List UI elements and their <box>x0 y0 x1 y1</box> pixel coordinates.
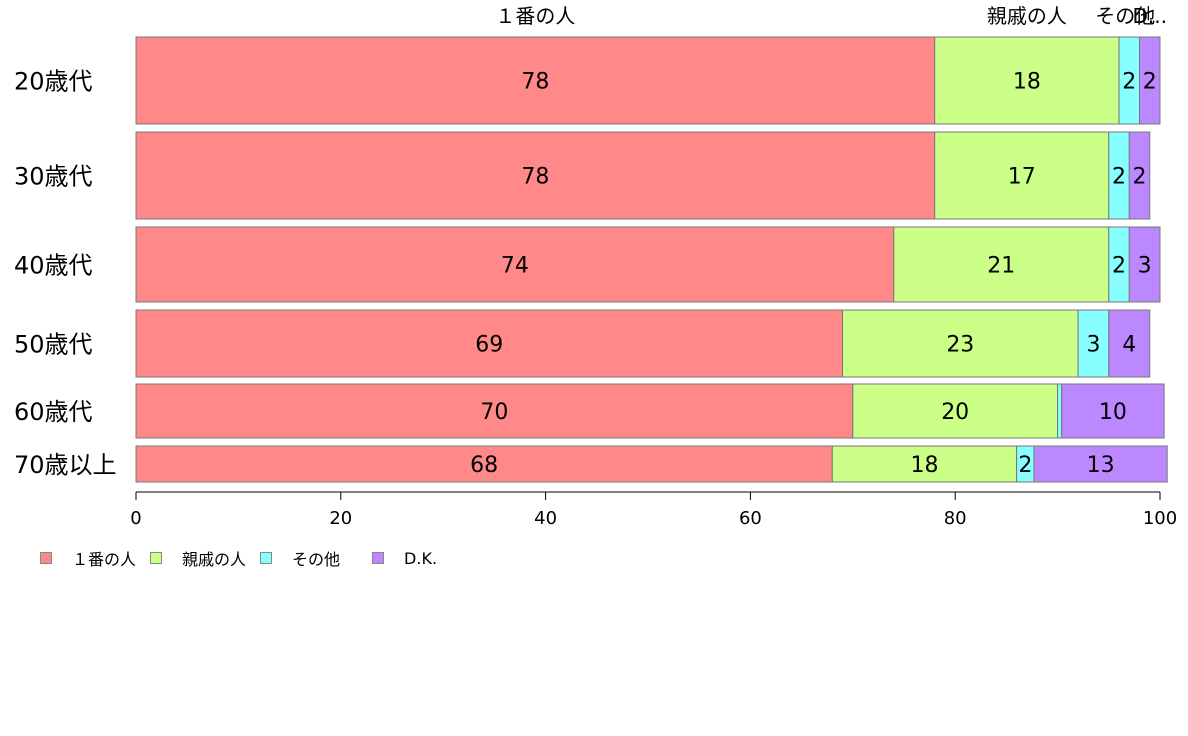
top-series-label: 親戚の人 <box>987 4 1067 28</box>
bar-segment <box>852 383 1059 439</box>
bar-segment <box>934 36 1120 125</box>
category-label: 60歳代 <box>14 398 93 426</box>
bar-segment <box>135 309 844 378</box>
legend-item-dk: D.K. <box>372 549 437 568</box>
category-label: 50歳代 <box>14 331 93 359</box>
bar-segment <box>1139 36 1161 125</box>
bar-segment <box>135 131 936 220</box>
top-series-label: D... <box>1133 4 1167 28</box>
legend-swatch <box>372 552 385 564</box>
bar-segment <box>135 383 854 439</box>
data-label: 70 <box>480 400 508 425</box>
legend-label: 親戚の人 <box>182 550 247 569</box>
bar-segment <box>1033 445 1168 483</box>
bar-segment <box>1077 309 1110 378</box>
data-label: 18 <box>910 453 938 478</box>
category-label: 30歳代 <box>14 163 93 191</box>
data-label: 2 <box>1133 165 1147 190</box>
category-label: 70歳以上 <box>14 451 117 479</box>
legend-swatch <box>260 552 273 564</box>
bar-segment <box>1061 383 1165 439</box>
x-tick-label: 20 <box>329 508 352 529</box>
data-label: 78 <box>521 165 549 190</box>
data-label: 68 <box>470 453 498 478</box>
bar-segment <box>1128 131 1151 220</box>
top-series-label: その他 <box>1095 4 1155 28</box>
bar-segment <box>831 445 1018 483</box>
data-label: 10 <box>1099 400 1127 425</box>
bar-segment <box>893 226 1110 303</box>
data-label: 3 <box>1086 333 1100 358</box>
data-label: 2 <box>1122 70 1136 95</box>
legend-item-relatives: 親戚の人 <box>150 546 246 570</box>
category-label: 20歳代 <box>14 68 93 96</box>
x-tick-label: 0 <box>130 508 141 529</box>
legend-label: その他 <box>292 550 341 569</box>
data-label: 3 <box>1138 254 1152 279</box>
bar-segment <box>1128 226 1161 303</box>
data-label: 18 <box>1013 70 1041 95</box>
data-label: 74 <box>501 254 529 279</box>
legend-swatch <box>150 552 163 564</box>
bar-segment <box>135 226 895 303</box>
top-series-label: １番の人 <box>495 4 575 28</box>
bar-segment <box>1108 309 1151 378</box>
legend-label: １番の人 <box>72 550 137 569</box>
data-label: 21 <box>987 254 1015 279</box>
legend-item-first: １番の人 <box>40 546 136 570</box>
legend: １番の人 親戚の人 その他 D.K. <box>40 546 451 570</box>
legend-swatch <box>40 552 52 564</box>
data-label: 69 <box>475 333 503 358</box>
bar-segment <box>934 131 1110 220</box>
data-label: 17 <box>1008 165 1036 190</box>
bar-segment <box>135 445 833 483</box>
bar-segment <box>1057 383 1063 439</box>
x-tick-label: 40 <box>534 508 557 529</box>
data-label: 2 <box>1112 165 1126 190</box>
category-label: 40歳代 <box>14 252 93 280</box>
legend-label: D.K. <box>404 548 438 568</box>
x-tick-label: 80 <box>944 508 967 529</box>
data-label: 4 <box>1122 333 1136 358</box>
data-label: 13 <box>1087 453 1115 478</box>
legend-item-other: その他 <box>260 546 340 570</box>
x-tick-label: 100 <box>1143 508 1177 529</box>
data-label: 23 <box>946 333 974 358</box>
bar-segment <box>135 36 936 125</box>
data-label: 78 <box>521 70 549 95</box>
x-tick-label: 60 <box>739 508 762 529</box>
data-label: 20 <box>941 400 969 425</box>
data-label: 2 <box>1143 70 1157 95</box>
data-label: 2 <box>1018 453 1032 478</box>
data-label: 2 <box>1112 254 1126 279</box>
